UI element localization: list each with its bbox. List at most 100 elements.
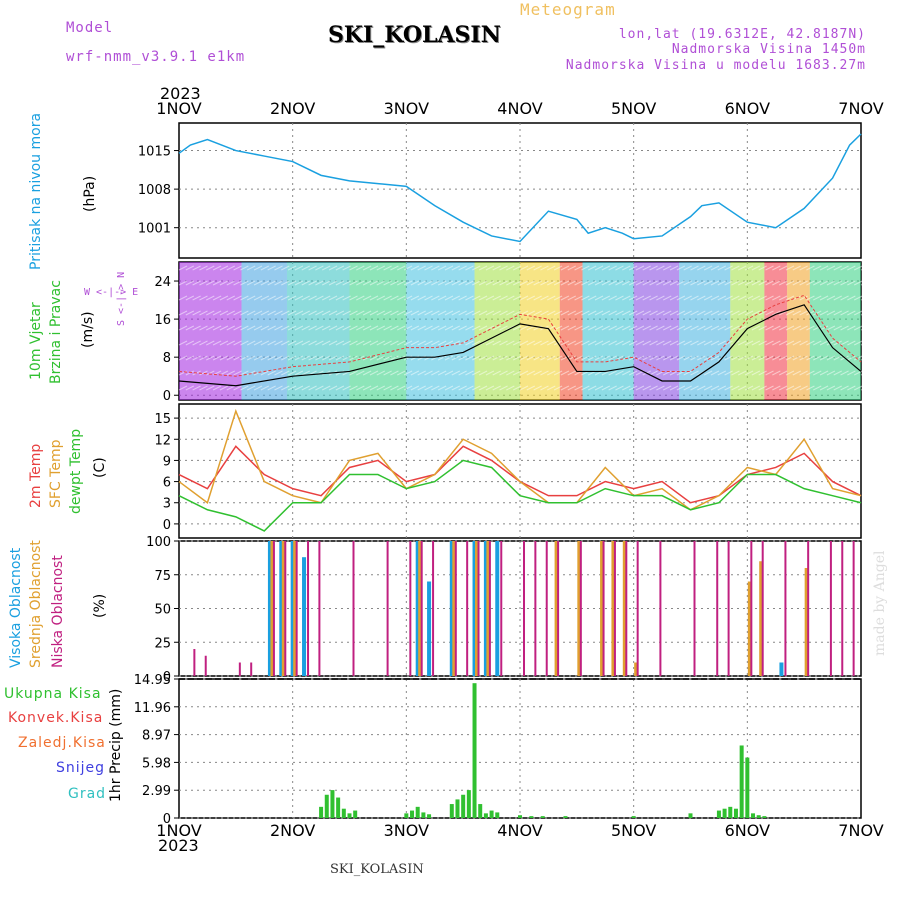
wind-barb bbox=[287, 295, 297, 301]
wind-barb bbox=[778, 385, 788, 391]
wind-barb bbox=[765, 265, 774, 271]
wind-barb bbox=[465, 370, 474, 376]
wind-y-tick-label: 24 bbox=[154, 275, 171, 290]
wind-barb bbox=[417, 310, 426, 316]
wind-barb bbox=[594, 340, 604, 346]
wind-barb bbox=[356, 355, 365, 361]
wind-barb bbox=[615, 325, 624, 331]
wind-barb bbox=[601, 385, 611, 391]
precip-label-3: Zaledj.Kisa bbox=[18, 735, 106, 751]
wind-barb bbox=[662, 370, 672, 376]
wind-barb bbox=[362, 280, 372, 286]
wind-barb bbox=[472, 370, 481, 376]
wind-barb bbox=[349, 355, 358, 361]
wind-barb bbox=[308, 310, 317, 316]
wind-barb bbox=[649, 325, 658, 331]
wind-barb bbox=[833, 295, 842, 301]
x-tick-bottom: 1NOV bbox=[156, 821, 201, 840]
wind-barb bbox=[499, 280, 508, 286]
wind-barb bbox=[499, 340, 508, 346]
cloud-bar bbox=[759, 561, 763, 676]
wind-barb bbox=[206, 295, 215, 301]
wind-barb bbox=[778, 355, 788, 361]
wind-barb bbox=[662, 280, 672, 286]
wind-barb bbox=[390, 280, 399, 286]
wind-barb bbox=[417, 325, 426, 331]
wind-barb bbox=[581, 310, 590, 316]
precip-label-1: Ukupna Kisa bbox=[4, 686, 102, 702]
temp-y-tick-label: 12 bbox=[154, 433, 171, 448]
wind-barb bbox=[240, 295, 249, 301]
wind-barb bbox=[369, 385, 379, 391]
wind-barb bbox=[847, 265, 856, 271]
wind-barb bbox=[649, 340, 658, 346]
station-title: SKI_KOLASIN bbox=[328, 22, 501, 48]
cloud-bar bbox=[281, 541, 285, 676]
wind-barb bbox=[792, 355, 802, 361]
wind-barb bbox=[765, 295, 774, 301]
wind-barb bbox=[349, 385, 358, 391]
precip-y-tick-label: 2.99 bbox=[142, 784, 171, 799]
x-tick-bottom: 3NOV bbox=[384, 821, 429, 840]
wind-barb bbox=[751, 340, 761, 346]
wind-barb bbox=[192, 265, 201, 271]
wind-barb bbox=[287, 385, 297, 391]
wind-barb bbox=[833, 265, 842, 271]
wind-barb bbox=[437, 385, 447, 391]
wind-barb bbox=[397, 325, 406, 331]
wind-barb bbox=[847, 370, 856, 376]
wind-barb bbox=[574, 325, 583, 331]
wind-barb bbox=[458, 385, 467, 391]
wind-barb bbox=[656, 265, 665, 271]
wind-barb bbox=[465, 325, 474, 331]
wind-barb bbox=[738, 295, 747, 301]
wind-barb bbox=[178, 265, 188, 271]
wind-barb bbox=[192, 325, 201, 331]
wind-barb bbox=[512, 370, 522, 376]
wind-barb bbox=[553, 280, 563, 286]
wind-barb bbox=[751, 325, 761, 331]
cloud-bar bbox=[611, 541, 615, 676]
wind-barb bbox=[540, 295, 549, 301]
cloud-bar bbox=[625, 541, 628, 676]
wind-barb bbox=[308, 385, 317, 391]
wind-barb bbox=[738, 355, 747, 361]
wind-barb bbox=[356, 280, 365, 286]
cloud-bar bbox=[477, 541, 480, 676]
wind-barb bbox=[315, 355, 324, 361]
wind-barb bbox=[649, 310, 658, 316]
wind-barb bbox=[778, 265, 788, 271]
wind-barb bbox=[342, 295, 351, 301]
cloud-bar bbox=[602, 541, 605, 676]
wind-barb bbox=[246, 280, 256, 286]
wind-barb bbox=[703, 265, 713, 271]
wind-barb bbox=[744, 340, 754, 346]
wind-barb bbox=[792, 370, 802, 376]
wind-barb bbox=[594, 325, 604, 331]
wind-barb bbox=[294, 310, 304, 316]
wind-barb bbox=[567, 370, 576, 376]
wind-barb bbox=[574, 295, 583, 301]
precip-bar bbox=[489, 810, 494, 818]
wind-barb bbox=[710, 295, 720, 301]
wind-barb bbox=[451, 385, 461, 391]
wind-barb bbox=[717, 370, 727, 376]
wind-barb bbox=[615, 295, 624, 301]
wind-barb bbox=[731, 295, 740, 301]
wind-barb bbox=[444, 355, 454, 361]
wind-barb bbox=[437, 355, 447, 361]
wind-barb bbox=[287, 325, 297, 331]
cloud-bar bbox=[747, 581, 751, 676]
wind-barb bbox=[669, 355, 679, 361]
wind-barb bbox=[506, 340, 515, 346]
wind-barb bbox=[724, 310, 733, 316]
wind-barb bbox=[724, 325, 733, 331]
wind-barb bbox=[369, 310, 379, 316]
wind-barb bbox=[178, 310, 188, 316]
wind-barb bbox=[260, 280, 270, 286]
wind-barb bbox=[390, 265, 399, 271]
wind-barb bbox=[574, 310, 583, 316]
footer-station: SKI_KOLASIN bbox=[330, 862, 424, 877]
wind-barb bbox=[703, 340, 713, 346]
